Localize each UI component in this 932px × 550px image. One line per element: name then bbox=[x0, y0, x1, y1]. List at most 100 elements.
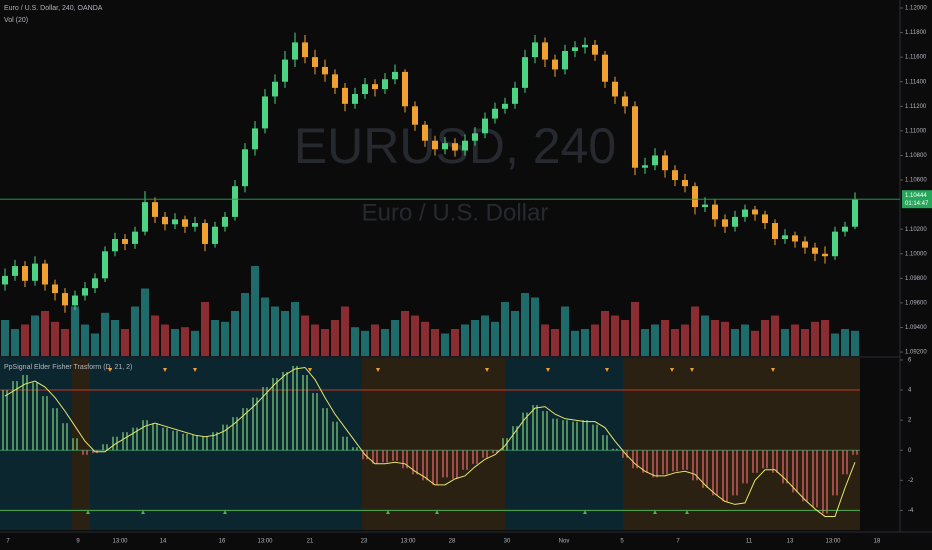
candle-body bbox=[302, 42, 308, 58]
candle-body bbox=[332, 74, 338, 88]
candle-body bbox=[752, 209, 758, 215]
volume-bar bbox=[661, 320, 669, 356]
volume-bar bbox=[271, 306, 279, 356]
volume-bar bbox=[41, 311, 49, 356]
candle-body bbox=[842, 226, 848, 232]
candle-body bbox=[432, 140, 438, 150]
y-tick-label: 1.10800 bbox=[905, 153, 927, 159]
volume-bar bbox=[311, 324, 319, 356]
volume-bar bbox=[831, 333, 839, 356]
candle-body bbox=[62, 293, 68, 306]
volume-bar bbox=[711, 320, 719, 356]
volume-bar bbox=[811, 321, 819, 356]
indicator-zones bbox=[0, 358, 860, 530]
volume-bar bbox=[511, 311, 519, 356]
y-tick-label: 1.09600 bbox=[905, 300, 927, 306]
volume-bar bbox=[21, 324, 29, 356]
sell-arrow bbox=[108, 368, 775, 372]
volume-bar bbox=[481, 315, 489, 356]
volume-bar bbox=[31, 315, 39, 356]
candle-body bbox=[782, 235, 788, 240]
volume-bar bbox=[121, 329, 129, 356]
candle-body bbox=[222, 216, 228, 227]
volume-bar bbox=[381, 329, 389, 356]
volume-bar bbox=[701, 315, 709, 356]
candle-body bbox=[172, 219, 178, 225]
volume-bar bbox=[581, 329, 589, 356]
candle-body bbox=[582, 44, 588, 48]
volume-bar bbox=[731, 329, 739, 356]
volume-bar bbox=[721, 321, 729, 356]
candle-body bbox=[372, 84, 378, 90]
x-tick-label: 18 bbox=[874, 539, 881, 545]
candle-body bbox=[652, 155, 658, 166]
volume-bar bbox=[501, 302, 509, 356]
candle-body bbox=[252, 128, 258, 150]
candle-body bbox=[632, 106, 638, 168]
y-tick-label: 6 bbox=[908, 358, 912, 364]
candle-body bbox=[162, 216, 168, 225]
volume-bar bbox=[81, 324, 89, 356]
volume-bar bbox=[521, 293, 529, 356]
candle-body bbox=[772, 223, 778, 240]
candle-body bbox=[342, 87, 348, 104]
y-tick-label: 1.11200 bbox=[905, 104, 927, 110]
y-tick-label: 1.11600 bbox=[905, 55, 927, 61]
candle-body bbox=[552, 59, 558, 70]
volume-bar bbox=[851, 330, 859, 356]
candle-body bbox=[262, 96, 268, 129]
y-tick-label: 1.10600 bbox=[905, 178, 927, 184]
zone bbox=[72, 358, 90, 530]
volume-bar bbox=[611, 315, 619, 356]
volume-bar bbox=[321, 329, 329, 356]
x-tick-label: 13:00 bbox=[400, 539, 416, 545]
volume-bar bbox=[211, 320, 219, 356]
candle-body bbox=[322, 66, 328, 75]
candle-body bbox=[412, 106, 418, 125]
volume-bar bbox=[671, 329, 679, 356]
x-tick-label: 14 bbox=[160, 539, 167, 545]
candle-body bbox=[692, 186, 698, 208]
y-tick-label: 1.10200 bbox=[905, 227, 927, 233]
candle-body bbox=[362, 84, 368, 95]
x-tick-label: 23 bbox=[361, 539, 368, 545]
candle-body bbox=[662, 155, 668, 171]
candle-body bbox=[482, 118, 488, 134]
candle-body bbox=[832, 231, 838, 257]
volume-bar bbox=[791, 324, 799, 356]
volume-bar bbox=[401, 311, 409, 356]
volume-bar bbox=[471, 320, 479, 356]
candle-body bbox=[762, 214, 768, 224]
volume-bar bbox=[221, 321, 229, 356]
volume-bar bbox=[631, 302, 639, 356]
volume-bar bbox=[651, 324, 659, 356]
volume-bar bbox=[281, 311, 289, 356]
volume-bar bbox=[461, 324, 469, 356]
candle-body bbox=[622, 96, 628, 107]
volume-bar bbox=[691, 306, 699, 356]
volume-bar bbox=[71, 306, 79, 356]
x-tick-label: 7 bbox=[6, 539, 10, 545]
volume-bar bbox=[411, 315, 419, 356]
volume-bar bbox=[251, 266, 259, 356]
x-tick-label: 13:00 bbox=[825, 539, 841, 545]
candle-body bbox=[42, 263, 48, 285]
buy-arrows bbox=[86, 510, 689, 514]
volume-bar bbox=[61, 329, 69, 356]
volume-bar bbox=[781, 329, 789, 356]
candle-body bbox=[602, 54, 608, 82]
signal-line bbox=[4, 366, 856, 517]
candle-body bbox=[232, 186, 238, 217]
volume-bar bbox=[751, 330, 759, 356]
y-tick-label: 1.09400 bbox=[905, 325, 927, 331]
buy-arrow bbox=[86, 510, 689, 514]
candle-body bbox=[112, 239, 118, 252]
volume-bar bbox=[571, 330, 579, 356]
volume-bar bbox=[91, 333, 99, 356]
candle-body bbox=[152, 202, 158, 217]
candle-body bbox=[722, 219, 728, 227]
y-tick-label: 2 bbox=[908, 418, 912, 424]
candle-body bbox=[102, 251, 108, 279]
